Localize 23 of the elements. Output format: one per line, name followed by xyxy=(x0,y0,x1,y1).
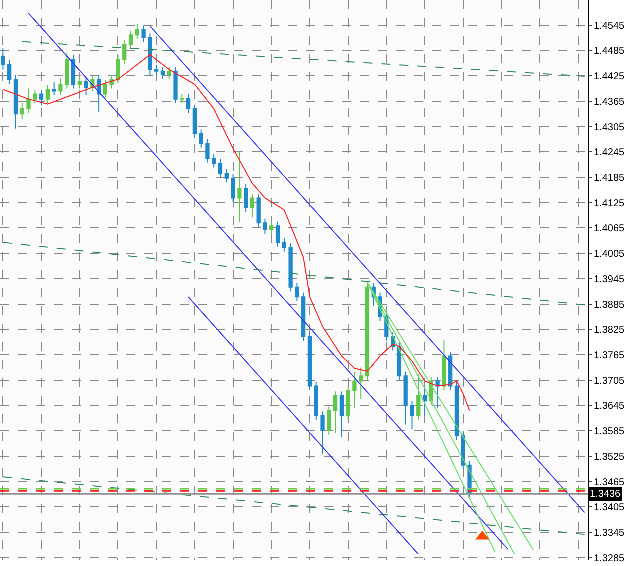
y-tick-label: 1.4125 xyxy=(594,198,625,210)
y-tick-label: 1.4365 xyxy=(594,96,625,108)
y-tick-label: 1.4065 xyxy=(594,224,625,235)
y-tick-label: 1.3885 xyxy=(594,300,625,311)
y-tick-label: 1.4425 xyxy=(594,72,625,83)
y-tick-label: 1.4485 xyxy=(594,46,625,58)
y-tick-label: 1.4545 xyxy=(594,20,625,32)
y-tick-label: 1.4005 xyxy=(594,249,625,260)
y-tick-label: 1.3345 xyxy=(594,528,625,540)
y-tick-label: 1.3585 xyxy=(594,426,625,438)
y-tick-label: 1.3465 xyxy=(594,477,625,488)
y-tick-label: 1.3405 xyxy=(594,502,625,514)
y-tick-label: 1.4185 xyxy=(594,173,625,184)
y-tick-label: 1.3285 xyxy=(594,553,625,564)
y-tick-label: 1.4305 xyxy=(594,122,625,134)
y-tick-label: 1.3705 xyxy=(594,376,625,387)
y-tick-label: 1.3825 xyxy=(594,325,625,336)
y-tick-label: 1.3765 xyxy=(594,350,625,362)
y-tick-label: 1.3645 xyxy=(594,401,625,412)
y-tick-label: 1.3945 xyxy=(594,274,625,286)
y-tick-label: 1.4245 xyxy=(594,148,625,159)
y-tick-label: 1.3525 xyxy=(594,452,625,463)
ref-line-label: 1.3436 xyxy=(590,489,622,500)
